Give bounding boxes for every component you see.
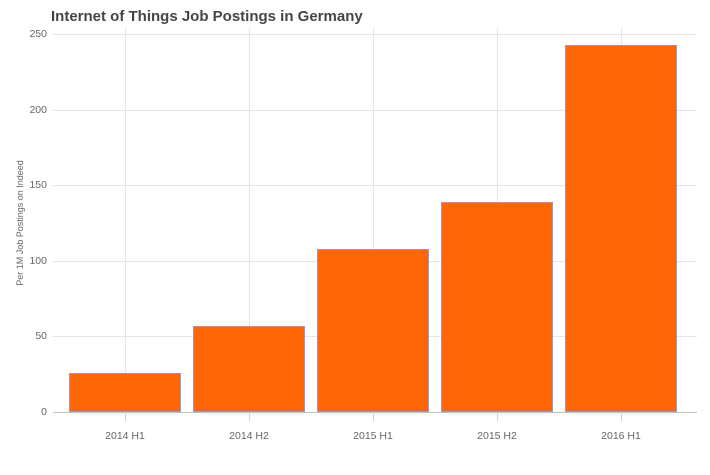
x-tick-mark [125, 412, 126, 421]
y-tick-label: 100 [29, 254, 47, 267]
x-tick-label: 2016 H1 [601, 430, 641, 442]
y-tick-label: 50 [35, 330, 47, 343]
y-tick-label: 250 [29, 28, 47, 40]
bar-2016-h1 [565, 45, 677, 412]
x-tick-label: 2014 H2 [229, 430, 269, 442]
x-tick-label: 2015 H1 [353, 430, 393, 442]
bar-2015-h1 [317, 249, 429, 412]
gridline-vertical [249, 28, 250, 412]
y-tick-label: 200 [29, 103, 47, 116]
bar-2014-h1 [69, 373, 181, 412]
y-tick-label: 0 [41, 406, 47, 418]
x-tick-label: 2014 H1 [105, 430, 145, 442]
gridline-horizontal [53, 109, 697, 111]
x-tick-mark [373, 412, 374, 421]
x-tick-mark [497, 412, 498, 421]
chart-title: Internet of Things Job Postings in Germa… [51, 8, 363, 25]
x-tick-mark [621, 412, 622, 421]
y-tick-label: 150 [29, 179, 47, 192]
bar-2014-h2 [193, 326, 305, 412]
gridline-horizontal [53, 34, 697, 35]
x-tick-label: 2015 H2 [477, 430, 517, 442]
x-tick-mark [249, 412, 250, 421]
gridline-vertical [125, 28, 126, 412]
gridline-vertical [373, 28, 374, 412]
bar-2015-h2 [441, 202, 553, 412]
gridline-horizontal [53, 185, 697, 187]
x-axis-line [53, 412, 697, 413]
